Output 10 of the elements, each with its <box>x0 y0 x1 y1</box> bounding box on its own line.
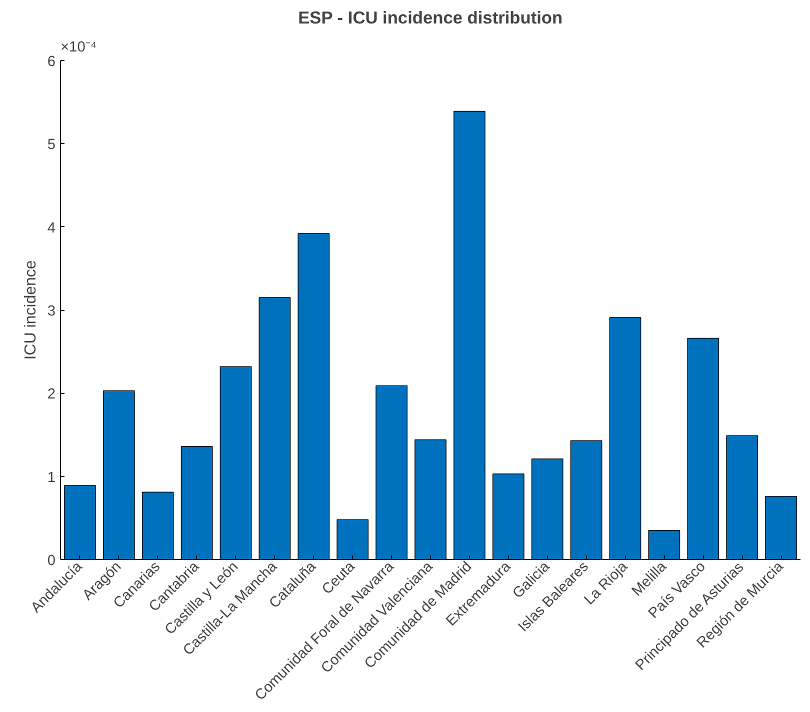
y-tick-label: 3 <box>47 304 56 320</box>
chart-title: ESP - ICU incidence distribution <box>298 8 563 28</box>
text: ×10⁻⁴ <box>60 40 97 56</box>
y-tick-label: 4 <box>47 220 56 236</box>
y-tick-label: 2 <box>47 386 56 403</box>
y-tick-label: 5 <box>47 137 56 154</box>
y-tick-label: 0 <box>47 553 56 569</box>
y-axis-title: ICU incidence <box>22 260 40 360</box>
y-tick-label: 6 <box>47 54 56 70</box>
y-tick-label: 1 <box>47 470 56 486</box>
